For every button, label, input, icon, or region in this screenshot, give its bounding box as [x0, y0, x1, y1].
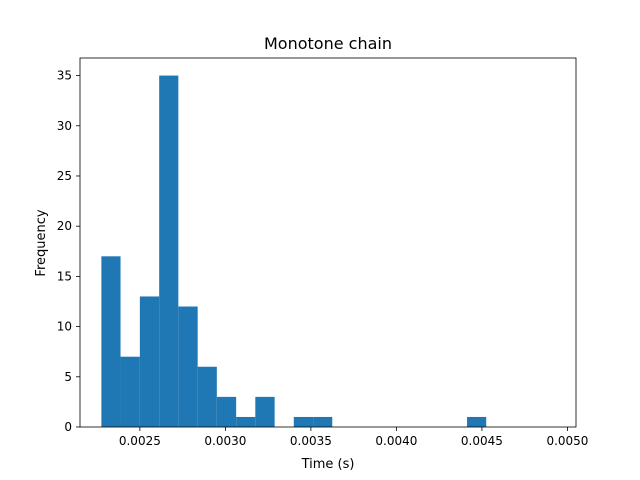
y-tick-label-0: 0: [64, 420, 72, 434]
histogram-bar-0: [101, 256, 121, 427]
y-tick-label-1: 5: [64, 370, 72, 384]
x-tick-label-1: 0.0030: [204, 434, 246, 448]
histogram-bar-6: [216, 396, 237, 427]
plot-frame: [79, 57, 577, 428]
y-tick-label-2: 10: [57, 320, 72, 334]
y-tick-label-7: 35: [57, 69, 72, 83]
histogram-bar-1: [120, 356, 140, 427]
x-tick-label-5: 0.0050: [546, 434, 588, 448]
y-tick-label-3: 15: [57, 269, 72, 283]
y-tick-label-5: 25: [57, 169, 72, 183]
y-axis-ticks: 0 5 10 15 20 25 30 35: [57, 69, 80, 434]
y-tick-label-6: 30: [57, 119, 72, 133]
histogram-bar-4: [178, 306, 198, 427]
histogram-bar-8: [255, 396, 275, 427]
histogram-bar-5: [197, 366, 217, 427]
chart-title: Monotone chain: [264, 34, 392, 53]
bars-group: [101, 75, 487, 428]
x-axis-label: Time (s): [301, 457, 355, 472]
histogram-bar-11: [313, 416, 333, 427]
x-tick-label-0: 0.0025: [119, 434, 161, 448]
y-axis-label: Frequency: [34, 209, 49, 276]
histogram-bar-2: [139, 296, 160, 427]
y-tick-label-4: 20: [57, 219, 72, 233]
x-axis-ticks: 0.0025 0.0030 0.0035 0.0040 0.0045 0.0050: [119, 427, 588, 448]
x-tick-label-2: 0.0035: [290, 434, 332, 448]
histogram-bar-19: [467, 416, 487, 427]
histogram-bar-3: [159, 75, 179, 428]
histogram-bar-10: [293, 416, 314, 427]
x-tick-label-4: 0.0045: [461, 434, 503, 448]
x-tick-label-3: 0.0040: [375, 434, 417, 448]
histogram-bar-7: [236, 416, 256, 427]
